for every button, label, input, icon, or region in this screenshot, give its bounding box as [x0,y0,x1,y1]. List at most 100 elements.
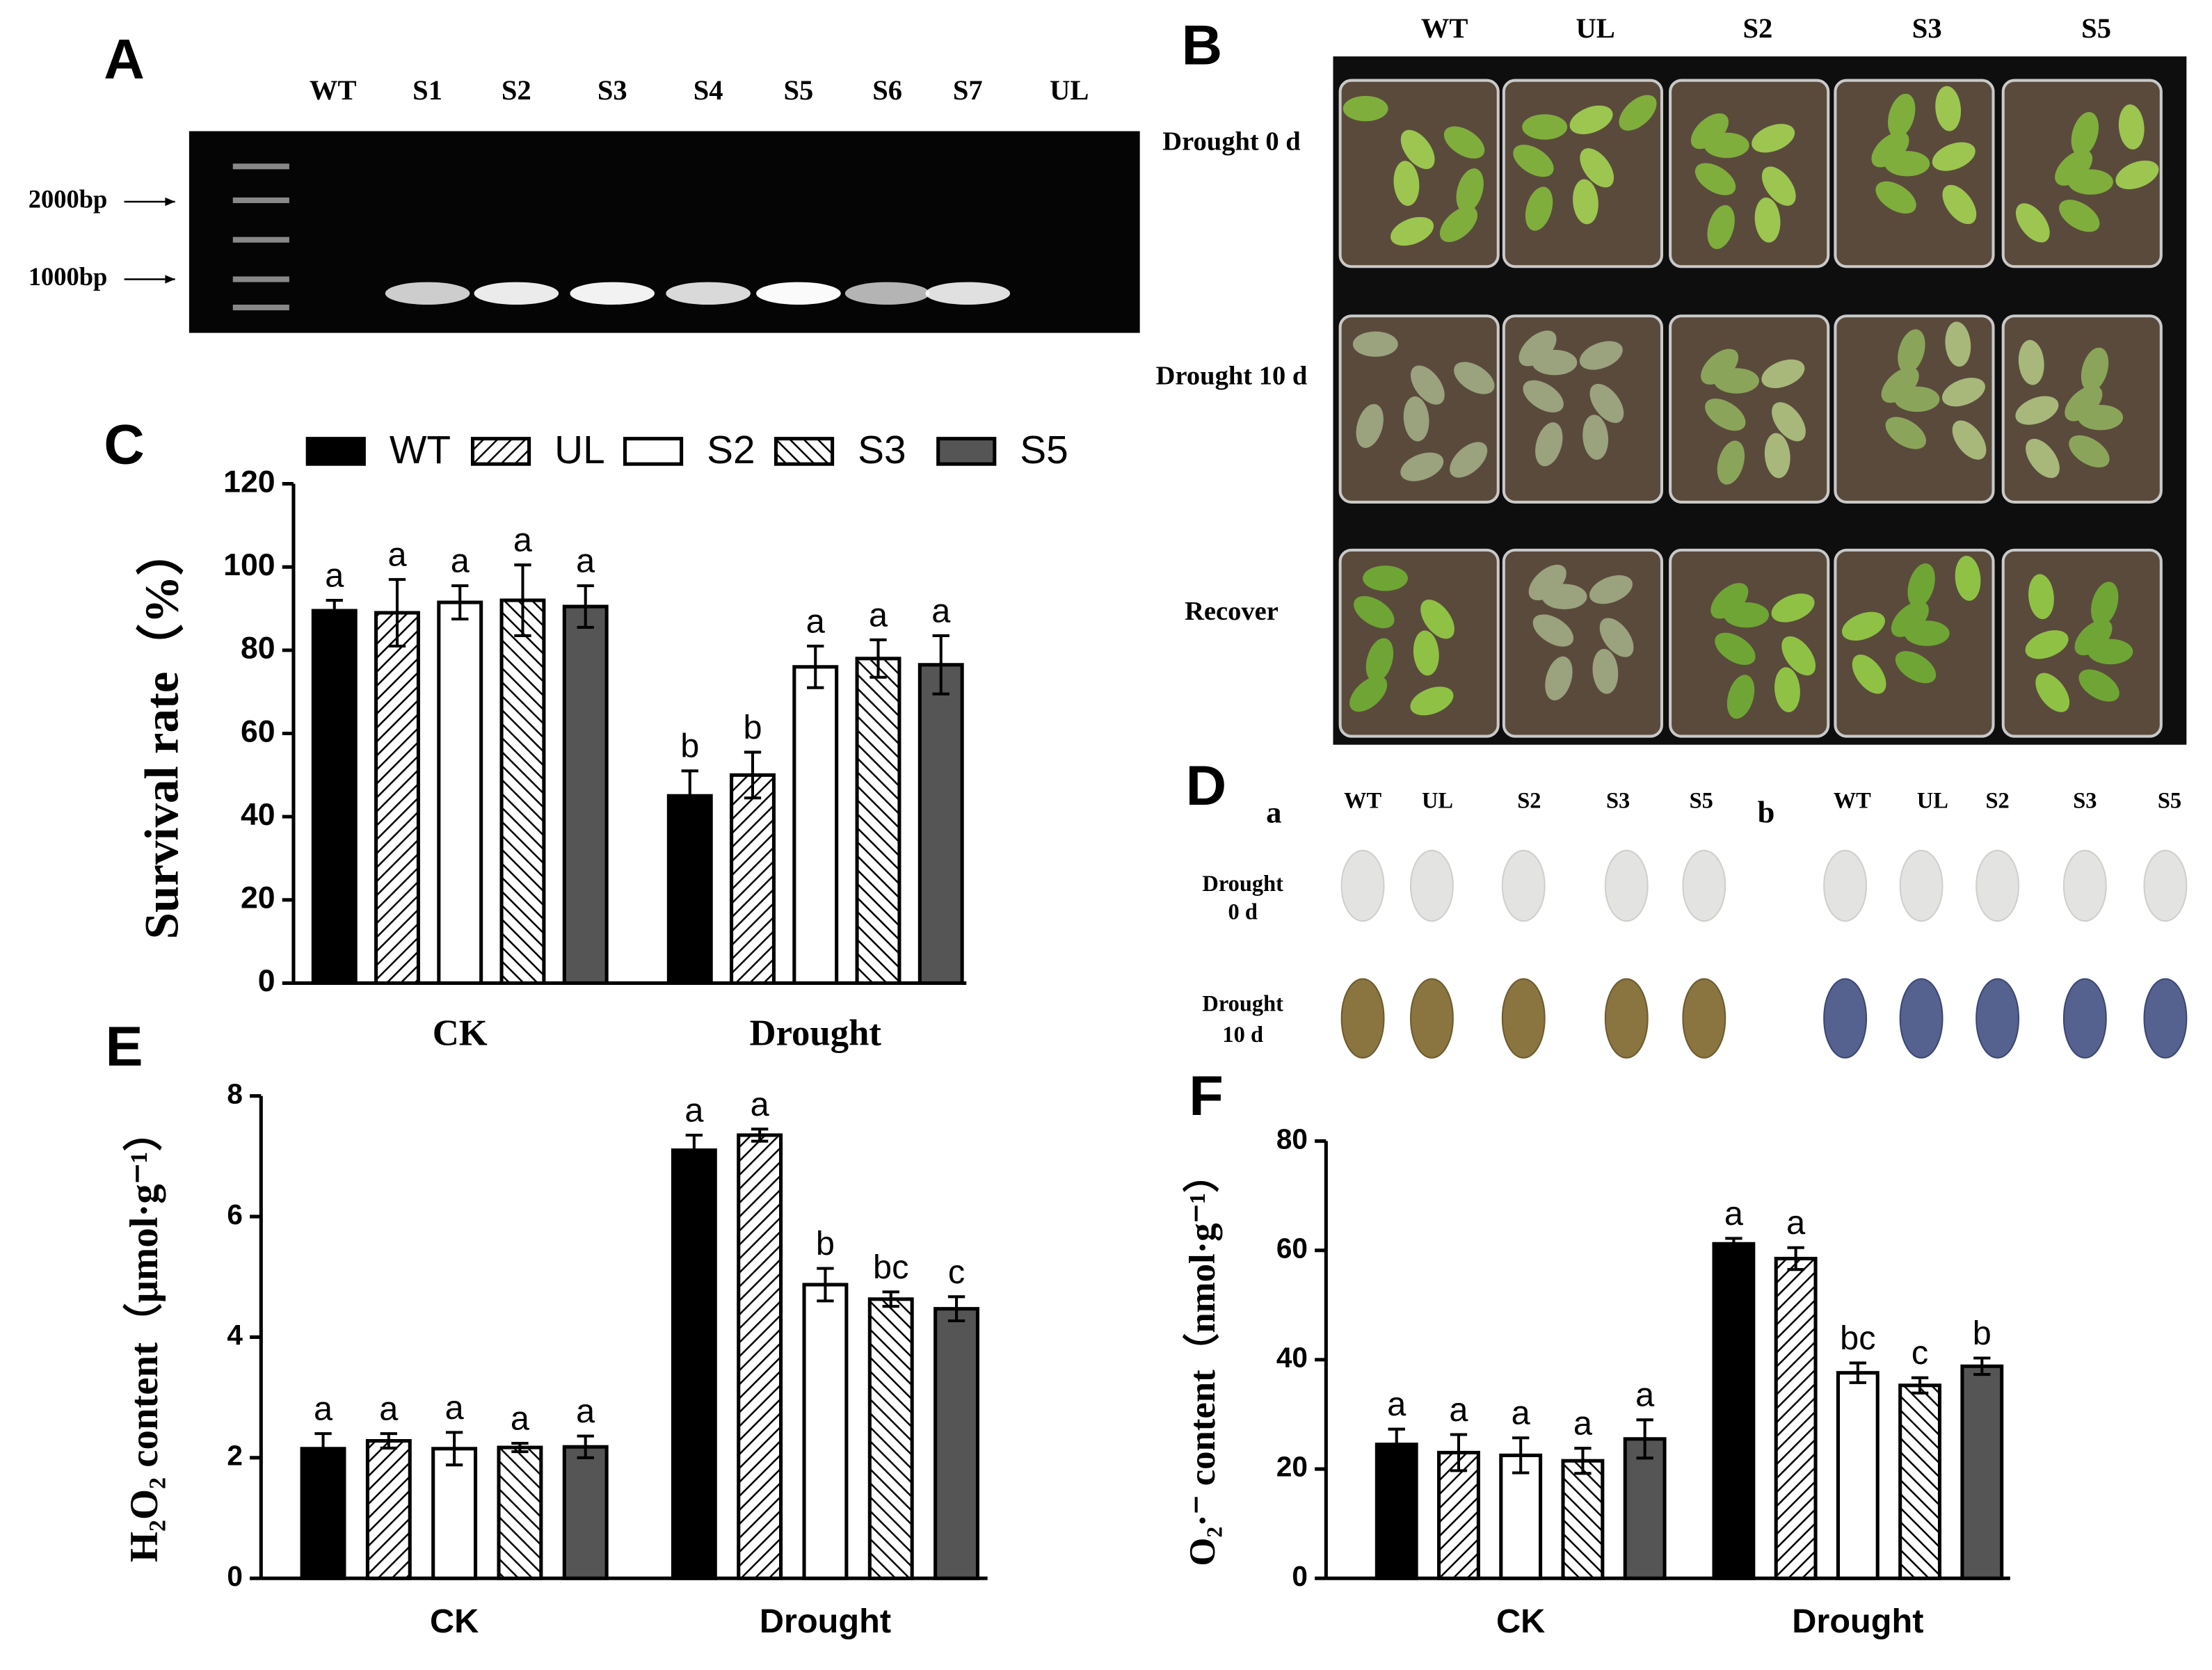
photo-column-label: UL [1576,13,1615,44]
legend-label: S2 [707,428,755,472]
plant-leaf [1907,563,1935,608]
error-bar [932,634,949,696]
legend-swatch [470,437,531,466]
staining-column-label: WT [1834,788,1871,813]
plant-leaf [1895,651,1937,684]
leaf [1823,849,1868,922]
plant-leaf [1701,348,1739,385]
significance-letter: b [816,1225,835,1262]
leaf [2143,849,2188,922]
y-tick-label: 20 [241,881,275,915]
panel-label: A [104,29,145,91]
plant-leaf [1513,145,1554,177]
plant-leaf [1363,565,1408,591]
error-bar [514,563,531,637]
error-bar [314,1432,332,1466]
staining-row-label: 0 d [1228,899,1258,924]
pot [1669,314,1830,504]
error-bar [1973,1356,1991,1376]
error-bar [1450,1433,1468,1472]
plant-leaf [1580,148,1614,188]
bar [933,1307,979,1580]
plant-leaf [2028,574,2054,620]
staining-column-label: S3 [1606,788,1630,813]
bar [917,663,964,985]
significance-letter: a [1786,1204,1806,1242]
leaf [1410,978,1454,1059]
error-bar [1388,1427,1405,1461]
error-bar [1636,1418,1653,1460]
marker-band [232,276,289,282]
error-bar [751,1127,769,1143]
plant-leaf [2081,347,2109,392]
y-tick-label: 80 [1276,1123,1308,1155]
plant-leaf [1579,341,1623,370]
leaf [1340,978,1385,1059]
legend-label: UL [554,428,605,472]
y-tick-label: 4 [227,1319,243,1351]
plant-leaf [1420,600,1454,639]
significance-letter: a [387,536,407,574]
plant-leaf [1771,593,1815,623]
bar [374,611,420,985]
plant-leaf [1569,105,1613,134]
staining-column-label: S2 [1985,788,2009,813]
gel-lane-label: UL [1050,74,1089,106]
y-tick-label: 100 [223,548,275,582]
photo-column-label: WT [1421,13,1468,44]
error-bar [1725,1237,1742,1251]
plant-leaf [1888,93,1916,138]
legend-swatch [936,437,997,466]
gel-lane-label: S7 [953,74,983,106]
plant-leaf [1694,163,1736,195]
marker-band [232,197,289,204]
gel-lane-label: S5 [784,74,814,106]
x-tick-label: Drought [1792,1603,1923,1640]
marker-band [232,305,289,311]
marker-band [232,236,289,243]
plant-leaf [1400,452,1444,481]
plant-leaf [1599,618,1634,657]
bar [1375,1443,1418,1580]
y-axis-label: H₂O₂ content（μmol·g⁻¹） [122,1112,166,1563]
photo-column-label: S2 [1742,13,1772,44]
significance-letter: a [1512,1395,1531,1432]
error-bar [817,1267,834,1303]
plant-leaf [1582,415,1609,460]
photo-row-label: Recover [1185,597,1279,626]
y-tick-label: 60 [241,714,275,748]
error-bar [947,1295,965,1323]
staining-column-label: S5 [2158,788,2181,813]
significance-letter: a [806,602,826,640]
plant-leaf [1707,204,1735,250]
leaf [1823,978,1868,1059]
error-bar [1512,1436,1530,1475]
panel-label: E [106,1015,143,1078]
bar [1437,1450,1480,1580]
significance-letter: a [511,1399,530,1437]
plant-leaf [1841,611,1885,641]
staining-row-label: Drought [1202,991,1283,1016]
significance-letter: b [743,709,762,746]
significance-letter: a [1573,1405,1593,1443]
x-tick-label: Drought [760,1603,891,1640]
plant-leaf [1717,440,1745,485]
y-tick-label: 6 [227,1198,243,1230]
significance-letter: a [445,1389,465,1427]
staining-column-label: S2 [1517,788,1541,813]
plant-leaf [1522,114,1568,140]
photo-row-label: Drought 0 d [1162,127,1300,156]
leaf [2062,978,2107,1059]
gel-band [925,282,1011,305]
error-bar [1911,1376,1929,1395]
plant-leaf [1754,197,1781,243]
bar [671,1148,717,1580]
bar [730,773,776,985]
x-tick-label: CK [430,1603,479,1640]
error-bar [445,1431,463,1467]
plant-leaf [2055,150,2093,186]
leaf [1975,849,2020,922]
y-tick-label: 0 [258,964,275,998]
plant-leaf [1356,403,1384,449]
